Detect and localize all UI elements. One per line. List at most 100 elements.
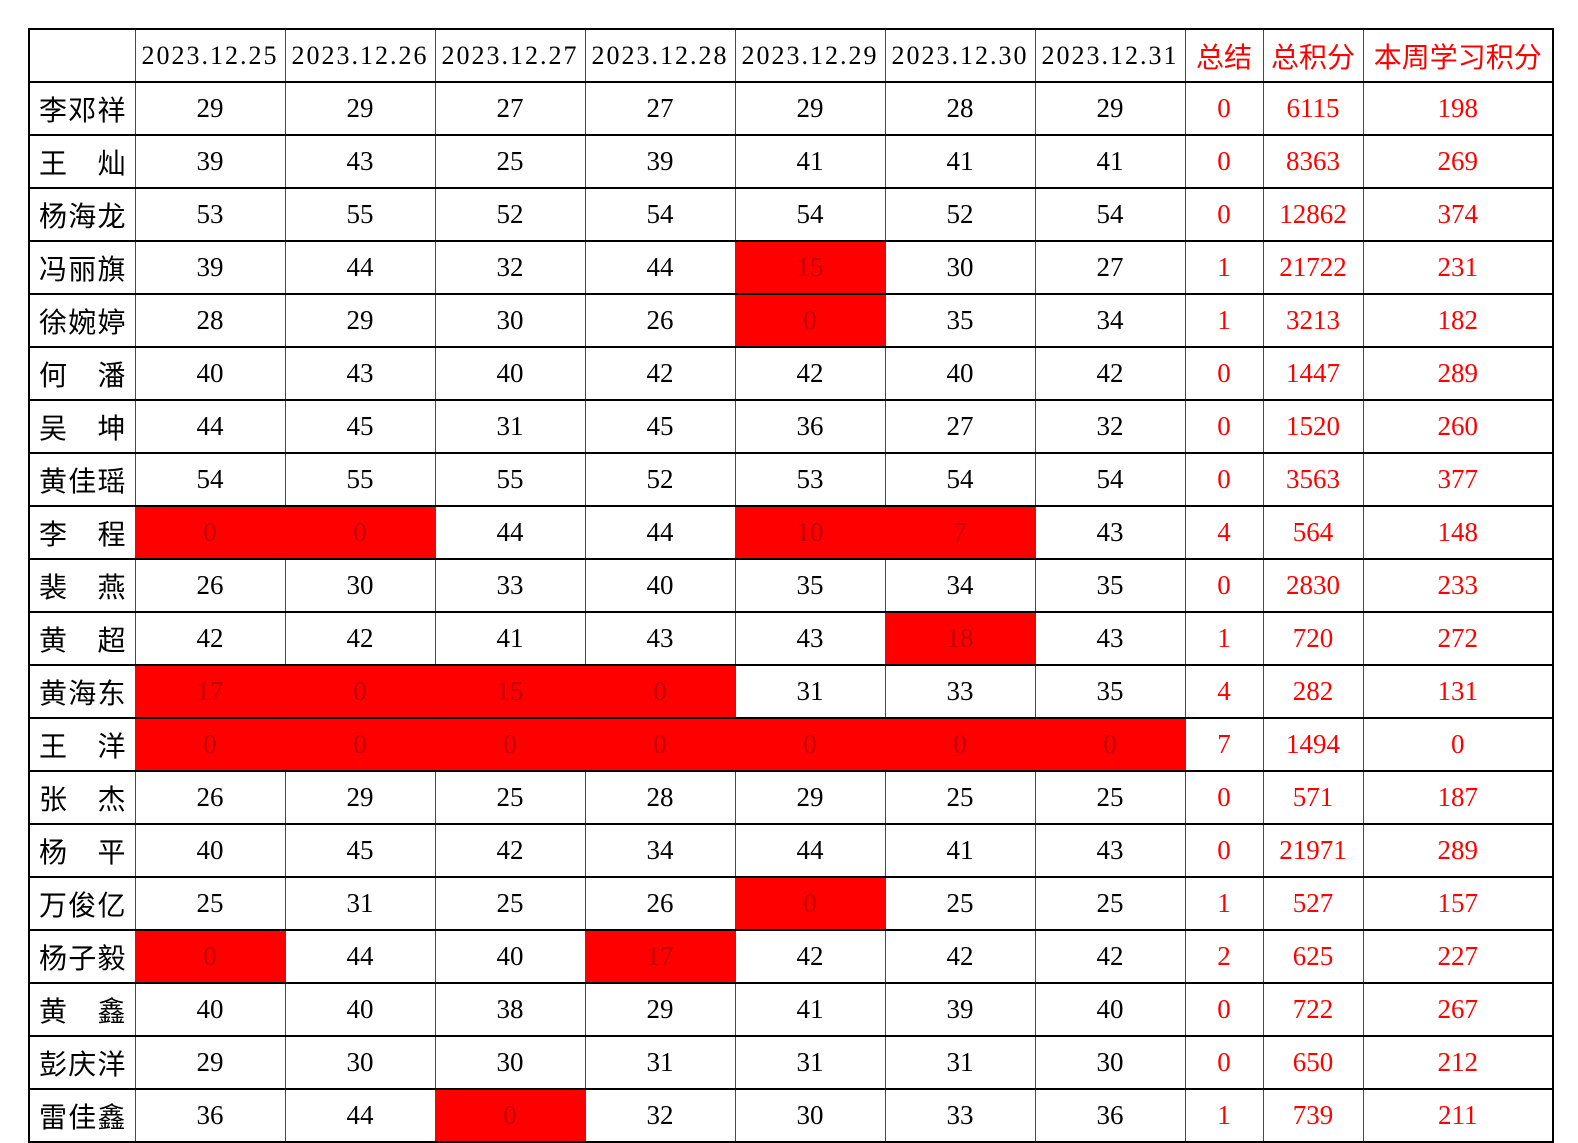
total-points-cell: 1520: [1262, 399, 1364, 454]
daily-score-cell: 26: [584, 876, 736, 931]
week-points-cell: 289: [1362, 346, 1554, 401]
daily-score-cell: 0: [434, 717, 586, 772]
daily-score-cell: 43: [284, 346, 436, 401]
spreadsheet-area: 2023.12.25 2023.12.26 2023.12.27 2023.12…: [28, 28, 1554, 1143]
daily-score-cell: 43: [1034, 611, 1186, 666]
student-row: 裴燕 26 30 33 40 35 34 35 0 2830 233: [28, 558, 1554, 613]
summary-count-cell: 0: [1184, 823, 1264, 878]
summary-count-cell: 0: [1184, 452, 1264, 507]
daily-score-cell: 43: [1034, 505, 1186, 560]
daily-score-cell: 30: [1034, 1035, 1186, 1090]
score-table: 2023.12.25 2023.12.26 2023.12.27 2023.12…: [28, 28, 1554, 1143]
week-points-cell: 231: [1362, 240, 1554, 295]
student-name-cell: 雷佳鑫: [28, 1088, 136, 1143]
daily-score-cell: 40: [134, 346, 286, 401]
total-points-cell: 282: [1262, 664, 1364, 719]
student-row: 吴坤 44 45 31 45 36 27 32 0 1520 260: [28, 399, 1554, 454]
daily-score-cell: 33: [434, 558, 586, 613]
daily-score-cell: 26: [134, 558, 286, 613]
student-name: 冯丽旗: [39, 254, 126, 286]
daily-score-cell: 0: [1034, 717, 1186, 772]
student-name-cell: 杨海龙: [28, 187, 136, 242]
daily-score-cell: 43: [284, 134, 436, 189]
daily-score-cell: 44: [434, 505, 586, 560]
total-points-cell: 527: [1262, 876, 1364, 931]
daily-score-cell: 54: [584, 187, 736, 242]
student-name: 杨平: [39, 837, 126, 869]
daily-score-cell: 40: [284, 982, 436, 1037]
summary-count-cell: 1: [1184, 240, 1264, 295]
daily-score-cell: 25: [434, 876, 586, 931]
daily-score-cell: 30: [284, 1035, 436, 1090]
student-row: 彭庆洋 29 30 30 31 31 31 30 0 650 212: [28, 1035, 1554, 1090]
student-name-cell: 王灿: [28, 134, 136, 189]
week-points-cell: 267: [1362, 982, 1554, 1037]
week-points-header: 本周学习积分: [1362, 28, 1554, 83]
daily-score-cell: 18: [884, 611, 1036, 666]
student-row: 黄海东 17 0 15 0 31 33 35 4 282 131: [28, 664, 1554, 719]
date-header: 2023.12.29: [734, 28, 886, 83]
student-name: 彭庆洋: [39, 1049, 126, 1081]
student-row: 王洋 0 0 0 0 0 0 0 7 1494 0: [28, 717, 1554, 772]
daily-score-cell: 40: [434, 346, 586, 401]
student-row: 万俊亿 25 31 25 26 0 25 25 1 527 157: [28, 876, 1554, 931]
daily-score-cell: 41: [884, 134, 1036, 189]
student-name: 黄佳瑶: [39, 466, 126, 498]
week-points-cell: 187: [1362, 770, 1554, 825]
student-name-cell: 吴坤: [28, 399, 136, 454]
daily-score-cell: 41: [884, 823, 1036, 878]
student-name: 黄超: [39, 625, 126, 657]
daily-score-cell: 27: [884, 399, 1036, 454]
student-row: 黄佳瑶 54 55 55 52 53 54 54 0 3563 377: [28, 452, 1554, 507]
date-header: 2023.12.26: [284, 28, 436, 83]
student-row: 杨海龙 53 55 52 54 54 52 54 0 12862 374: [28, 187, 1554, 242]
daily-score-cell: 29: [134, 1035, 286, 1090]
daily-score-cell: 32: [434, 240, 586, 295]
student-name: 王灿: [39, 148, 126, 180]
week-points-cell: 131: [1362, 664, 1554, 719]
daily-score-cell: 31: [434, 399, 586, 454]
student-name: 黄海东: [39, 678, 126, 710]
student-name: 裴燕: [39, 572, 126, 604]
daily-score-cell: 35: [884, 293, 1036, 348]
daily-score-cell: 10: [734, 505, 886, 560]
summary-count-cell: 0: [1184, 1035, 1264, 1090]
student-name-cell: 杨平: [28, 823, 136, 878]
daily-score-cell: 34: [584, 823, 736, 878]
student-name-cell: 彭庆洋: [28, 1035, 136, 1090]
student-name-cell: 张杰: [28, 770, 136, 825]
student-name: 李程: [39, 519, 126, 551]
daily-score-cell: 40: [134, 982, 286, 1037]
student-name: 雷佳鑫: [39, 1102, 126, 1134]
date-header: 2023.12.31: [1034, 28, 1186, 83]
daily-score-cell: 42: [434, 823, 586, 878]
total-points-cell: 1494: [1262, 717, 1364, 772]
student-row: 黄鑫 40 40 38 29 41 39 40 0 722 267: [28, 982, 1554, 1037]
daily-score-cell: 55: [284, 187, 436, 242]
daily-score-cell: 45: [284, 823, 436, 878]
daily-score-cell: 40: [584, 558, 736, 613]
daily-score-cell: 40: [884, 346, 1036, 401]
daily-score-cell: 39: [584, 134, 736, 189]
daily-score-cell: 41: [1034, 134, 1186, 189]
daily-score-cell: 28: [134, 293, 286, 348]
daily-score-cell: 42: [1034, 346, 1186, 401]
student-row: 徐婉婷 28 29 30 26 0 35 34 1 3213 182: [28, 293, 1554, 348]
daily-score-cell: 55: [434, 452, 586, 507]
summary-count-cell: 0: [1184, 346, 1264, 401]
daily-score-cell: 32: [584, 1088, 736, 1143]
daily-score-cell: 26: [584, 293, 736, 348]
total-points-cell: 12862: [1262, 187, 1364, 242]
week-points-cell: 211: [1362, 1088, 1554, 1143]
student-row: 何潘 40 43 40 42 42 40 42 0 1447 289: [28, 346, 1554, 401]
daily-score-cell: 44: [734, 823, 886, 878]
daily-score-cell: 43: [584, 611, 736, 666]
week-points-cell: 377: [1362, 452, 1554, 507]
student-row: 李程 0 0 44 44 10 7 43 4 564 148: [28, 505, 1554, 560]
student-name: 杨子毅: [39, 943, 126, 975]
daily-score-cell: 41: [734, 134, 886, 189]
daily-score-cell: 43: [1034, 823, 1186, 878]
daily-score-cell: 38: [434, 982, 586, 1037]
daily-score-cell: 36: [134, 1088, 286, 1143]
daily-score-cell: 54: [134, 452, 286, 507]
